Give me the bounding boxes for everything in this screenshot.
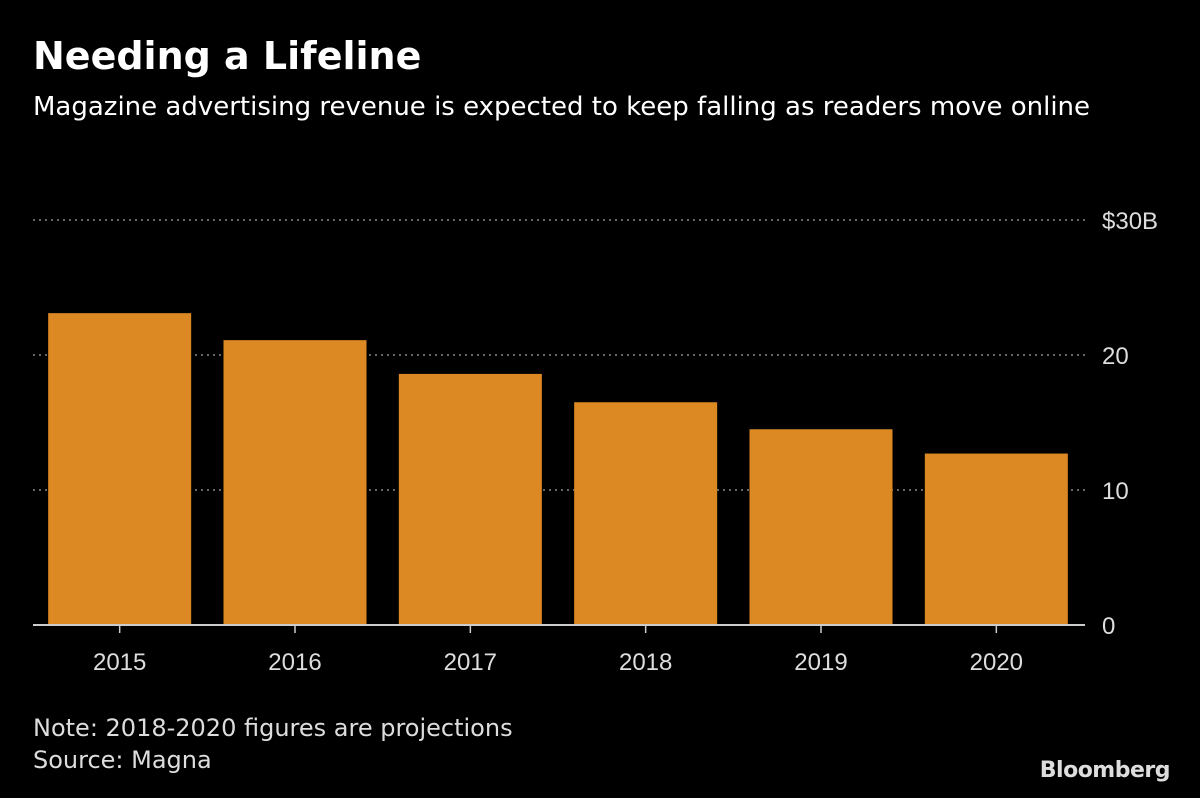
y-tick-label: 10 bbox=[1102, 478, 1129, 505]
y-tick-label: 0 bbox=[1102, 613, 1115, 640]
bar-2017 bbox=[398, 373, 542, 625]
bar-2015 bbox=[48, 313, 192, 625]
bar-2019 bbox=[749, 429, 893, 625]
y-tick-label: 20 bbox=[1102, 343, 1129, 370]
bar-2020 bbox=[924, 453, 1068, 625]
y-tick-label: $30B bbox=[1102, 208, 1158, 235]
x-tick-label: 2018 bbox=[619, 649, 672, 676]
chart-subtitle: Magazine advertising revenue is expected… bbox=[33, 92, 1091, 122]
x-tick-label: 2016 bbox=[268, 649, 321, 676]
source-text: Source: Magna bbox=[33, 746, 212, 774]
x-tick-label: 2017 bbox=[444, 649, 497, 676]
x-tick-label: 2019 bbox=[794, 649, 847, 676]
bloomberg-logo: Bloomberg bbox=[1039, 758, 1171, 783]
bar-2018 bbox=[574, 402, 718, 625]
chart-footnotes: Note: 2018-2020 figures are projections … bbox=[33, 712, 513, 776]
bar-2016 bbox=[223, 340, 367, 625]
chart-title: Needing a Lifeline bbox=[33, 34, 422, 78]
note-text: Note: 2018-2020 figures are projections bbox=[33, 714, 513, 742]
x-tick-label: 2020 bbox=[970, 649, 1023, 676]
x-tick-label: 2015 bbox=[93, 649, 146, 676]
